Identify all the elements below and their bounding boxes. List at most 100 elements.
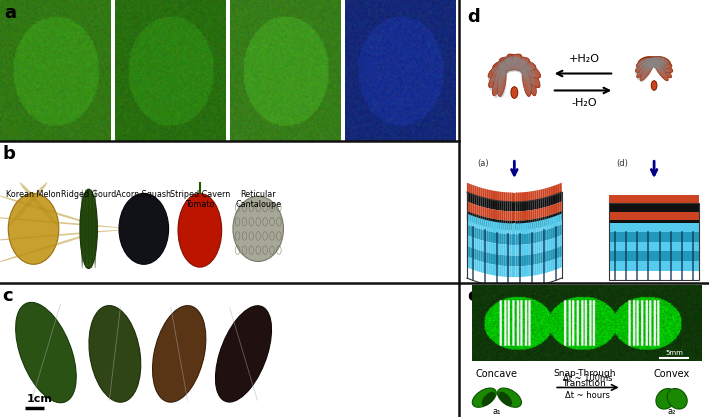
Ellipse shape [9,182,48,226]
Polygon shape [481,251,482,262]
Polygon shape [474,259,476,271]
Polygon shape [548,229,550,240]
Polygon shape [521,266,523,277]
Polygon shape [479,196,481,206]
Polygon shape [548,187,550,197]
Polygon shape [539,218,540,228]
Polygon shape [496,244,498,254]
Polygon shape [531,191,532,201]
Polygon shape [535,264,537,275]
Polygon shape [542,262,545,274]
Polygon shape [473,213,474,223]
Polygon shape [473,237,474,249]
Polygon shape [489,242,490,253]
Polygon shape [511,234,513,245]
Polygon shape [508,234,510,245]
Polygon shape [471,193,473,204]
Bar [609,251,699,261]
Polygon shape [531,254,532,265]
Polygon shape [481,219,482,230]
Polygon shape [556,184,558,194]
Polygon shape [511,266,513,277]
Polygon shape [540,208,542,218]
Polygon shape [498,220,500,229]
Polygon shape [548,215,550,225]
Ellipse shape [498,388,521,407]
Polygon shape [506,234,508,245]
Polygon shape [527,233,529,244]
Polygon shape [531,201,532,210]
Text: Δt ~ 100ms: Δt ~ 100ms [563,374,613,384]
Polygon shape [494,200,496,210]
Ellipse shape [472,388,496,407]
Polygon shape [511,193,513,202]
Polygon shape [552,186,554,196]
Polygon shape [537,231,539,243]
Polygon shape [529,210,531,220]
Polygon shape [474,195,476,205]
Text: a₂: a₂ [667,407,676,416]
Polygon shape [548,261,550,272]
Polygon shape [484,252,486,263]
Polygon shape [542,217,545,227]
Polygon shape [510,266,511,277]
Ellipse shape [637,60,655,80]
Ellipse shape [119,193,169,264]
Polygon shape [560,235,562,246]
Polygon shape [469,257,471,269]
Polygon shape [529,244,531,255]
Polygon shape [496,219,498,229]
Polygon shape [511,211,513,221]
Polygon shape [531,265,532,276]
Polygon shape [494,222,496,233]
Polygon shape [490,221,492,232]
Polygon shape [532,254,535,265]
Polygon shape [482,230,484,241]
Polygon shape [508,223,510,234]
Polygon shape [529,191,531,201]
Polygon shape [482,262,484,273]
Polygon shape [535,191,537,200]
Polygon shape [523,201,525,211]
Polygon shape [481,188,482,198]
Polygon shape [482,251,484,262]
Polygon shape [515,224,518,234]
Polygon shape [545,219,546,230]
Polygon shape [506,255,508,266]
Polygon shape [474,214,476,224]
Polygon shape [498,191,500,201]
Polygon shape [498,244,500,255]
Polygon shape [521,255,523,266]
Polygon shape [525,223,527,234]
Polygon shape [525,266,527,277]
Polygon shape [481,206,482,216]
Ellipse shape [489,56,513,88]
Polygon shape [515,245,518,256]
Polygon shape [519,192,521,202]
Polygon shape [515,202,518,211]
Polygon shape [548,206,550,216]
Polygon shape [481,216,482,226]
Polygon shape [502,201,503,211]
Polygon shape [540,189,542,199]
Polygon shape [545,207,546,217]
Polygon shape [558,212,560,222]
Polygon shape [546,219,548,230]
Ellipse shape [640,63,653,81]
Text: e: e [467,287,479,305]
Polygon shape [471,258,473,269]
Polygon shape [531,244,532,254]
Ellipse shape [80,189,97,269]
Polygon shape [506,211,508,221]
Text: 1cm: 1cm [26,394,52,404]
Polygon shape [496,191,498,201]
Polygon shape [492,209,494,219]
Polygon shape [527,223,529,234]
Bar [609,232,699,242]
Polygon shape [503,192,506,202]
Text: Ridged Gourd: Ridged Gourd [61,190,116,199]
Polygon shape [473,259,474,270]
Polygon shape [546,197,548,207]
Bar [609,195,699,203]
Polygon shape [545,216,546,226]
